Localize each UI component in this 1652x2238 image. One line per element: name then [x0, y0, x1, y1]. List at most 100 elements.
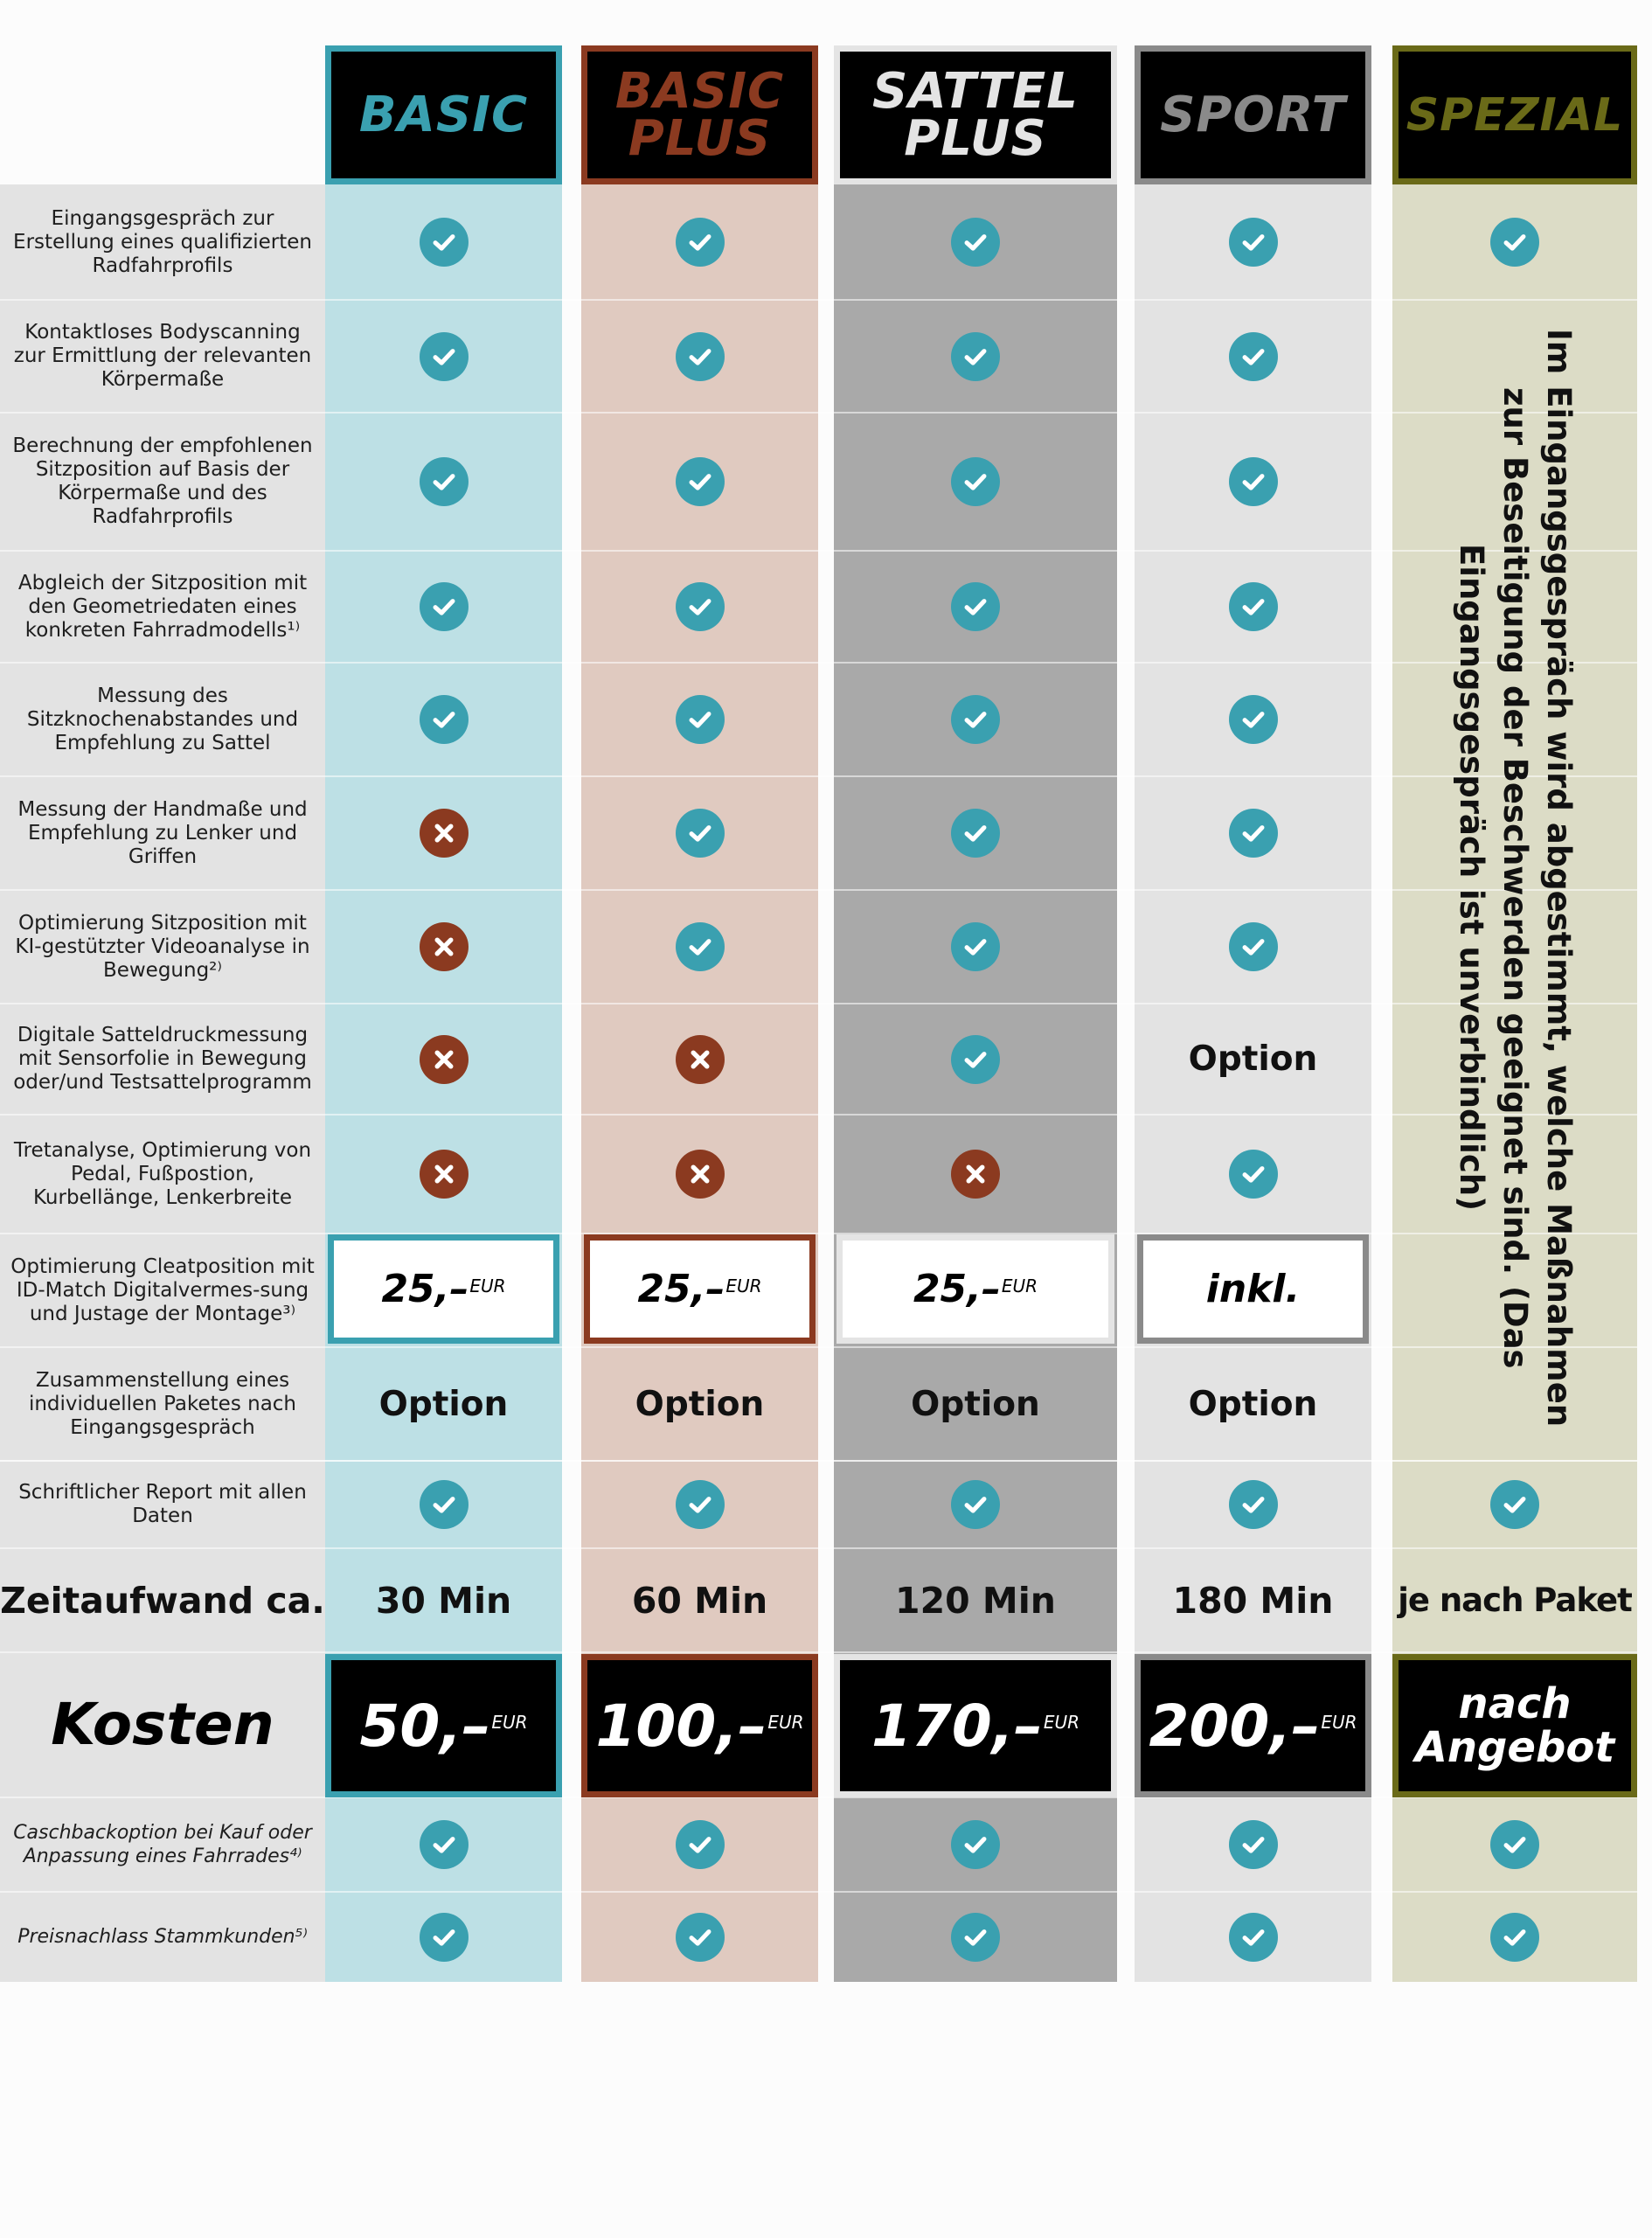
feature-label: Berechnung der empfohlenen Sitzposition … [12, 434, 313, 528]
header-basic-plus: BASIC PLUS [581, 45, 818, 184]
check-icon [419, 218, 469, 267]
cell-sport [1135, 1797, 1371, 1892]
cell-sattel-plus [834, 1892, 1117, 1982]
row-divider [0, 1547, 1637, 1549]
check-icon [951, 922, 1000, 971]
header-spezial-line1: SPEZIAL [1406, 88, 1624, 142]
cell-sport [1135, 413, 1371, 551]
cell-basic [325, 551, 562, 663]
cell-sattel-plus [834, 890, 1117, 1004]
row-divider [0, 550, 1637, 552]
feature-label: Abgleich der Sitzposition mit den Geomet… [17, 571, 308, 642]
header-basic-line1: BASIC [358, 86, 529, 143]
check-icon [1228, 922, 1278, 971]
time-value-spezial: je nach Paket [1398, 1581, 1633, 1619]
row-divider [0, 662, 1637, 664]
spezial-note-text: Im Eingangsgespräch wird abgestimmt, wel… [1453, 328, 1578, 1428]
cross-icon [419, 1034, 469, 1084]
cell-sport [1135, 184, 1371, 300]
cost-spezial-line2: Angebot [1414, 1723, 1615, 1772]
cell-basic-plus [581, 413, 818, 551]
cell-basic-plus [581, 184, 818, 300]
cell-basic-plus [581, 663, 818, 776]
cross-icon [419, 922, 469, 971]
header-basic-plus-line1: BASIC [614, 62, 785, 120]
spezial-note: Im Eingangsgespräch wird abgestimmt, wel… [1392, 300, 1637, 1456]
row-divider [0, 1891, 1637, 1893]
cross-icon [675, 1150, 725, 1199]
cell-spezial [1392, 1797, 1637, 1892]
option-text: Option [635, 1384, 765, 1424]
check-icon [419, 582, 469, 631]
feature-label: Zusammenstellung eines individuellen Pak… [28, 1368, 297, 1439]
cleat-currency-basic: EUR [469, 1275, 506, 1296]
cost-currency-basic-plus: EUR [767, 1712, 804, 1733]
time-value-basic-plus: 60 Min [631, 1579, 768, 1622]
cost-basic: 50,– EUR [325, 1654, 562, 1797]
row-divider [0, 1460, 1637, 1462]
cost-currency-sport: EUR [1321, 1712, 1357, 1733]
row-divider [0, 1797, 1637, 1798]
check-icon [951, 695, 1000, 744]
cell-spezial [1392, 1892, 1637, 1982]
cost-sattel-plus: 170,– EUR [834, 1654, 1117, 1797]
cleat-price-sattel-plus: 25,– EUR [836, 1234, 1114, 1344]
cell-sattel-plus [834, 413, 1117, 551]
cell-basic [325, 184, 562, 300]
cell-basic [325, 890, 562, 1004]
check-icon [675, 331, 725, 381]
check-icon [951, 1034, 1000, 1084]
row-divider [0, 1651, 1637, 1653]
cell-basic [325, 663, 562, 776]
check-icon [1228, 331, 1278, 381]
cell-sattel-plus [834, 663, 1117, 776]
cell-sport [1135, 1461, 1371, 1548]
row-divider [0, 889, 1637, 891]
feature-label: Tretanalyse, Optimierung von Pedal, Fußp… [13, 1138, 312, 1209]
cost-spezial: nach Angebot [1392, 1654, 1637, 1797]
check-icon [675, 218, 725, 267]
cell-basic: Option [325, 1347, 562, 1461]
cell-basic [325, 1461, 562, 1548]
cell-basic-plus [581, 300, 818, 413]
check-icon [951, 218, 1000, 267]
row-divider [0, 412, 1637, 414]
cell-sport [1135, 776, 1371, 890]
cell-sport [1135, 663, 1371, 776]
cross-icon [951, 1150, 1000, 1199]
cross-icon [675, 1034, 725, 1084]
cell-sattel-plus [834, 551, 1117, 663]
cleat-price-sport: inkl. [1137, 1234, 1369, 1344]
time-value-sport: 180 Min [1172, 1579, 1334, 1622]
cell-basic-plus [581, 890, 818, 1004]
row-divider [0, 1233, 1637, 1234]
check-icon [419, 1912, 469, 1962]
extra-label: Caschbackoption bei Kauf oder Anpassung … [13, 1822, 312, 1867]
cleat-price-sport-value: inkl. [1205, 1267, 1301, 1311]
cell-sattel-plus [834, 184, 1117, 300]
cell-basic-plus [581, 776, 818, 890]
check-icon [1490, 1480, 1539, 1529]
check-icon [1228, 1820, 1278, 1869]
cell-sport: Option [1135, 1347, 1371, 1461]
check-icon [1228, 809, 1278, 858]
check-icon [1490, 1912, 1539, 1962]
cell-sport [1135, 300, 1371, 413]
cross-icon [419, 1150, 469, 1199]
cell-sattel-plus [834, 1004, 1117, 1115]
feature-label: Messung der Handmaße und Empfehlung zu L… [17, 797, 308, 868]
cell-sport [1135, 890, 1371, 1004]
feature-label: Optimierung Sitzposition mit KI-gestützt… [15, 911, 310, 982]
header-basic-plus-line2: PLUS [628, 109, 772, 167]
check-icon [419, 1820, 469, 1869]
check-icon [675, 695, 725, 744]
cost-row-label: Kosten [51, 1690, 274, 1758]
header-sattel-plus-line2: PLUS [904, 109, 1047, 167]
row-divider [0, 1003, 1637, 1004]
feature-label: Messung des Sitzknochenabstandes und Emp… [26, 684, 299, 754]
cell-sport [1135, 551, 1371, 663]
check-icon [951, 582, 1000, 631]
cell-sattel-plus [834, 776, 1117, 890]
feature-label: Kontaktloses Bodyscanning zur Ermittlung… [13, 321, 312, 391]
check-icon [951, 1912, 1000, 1962]
